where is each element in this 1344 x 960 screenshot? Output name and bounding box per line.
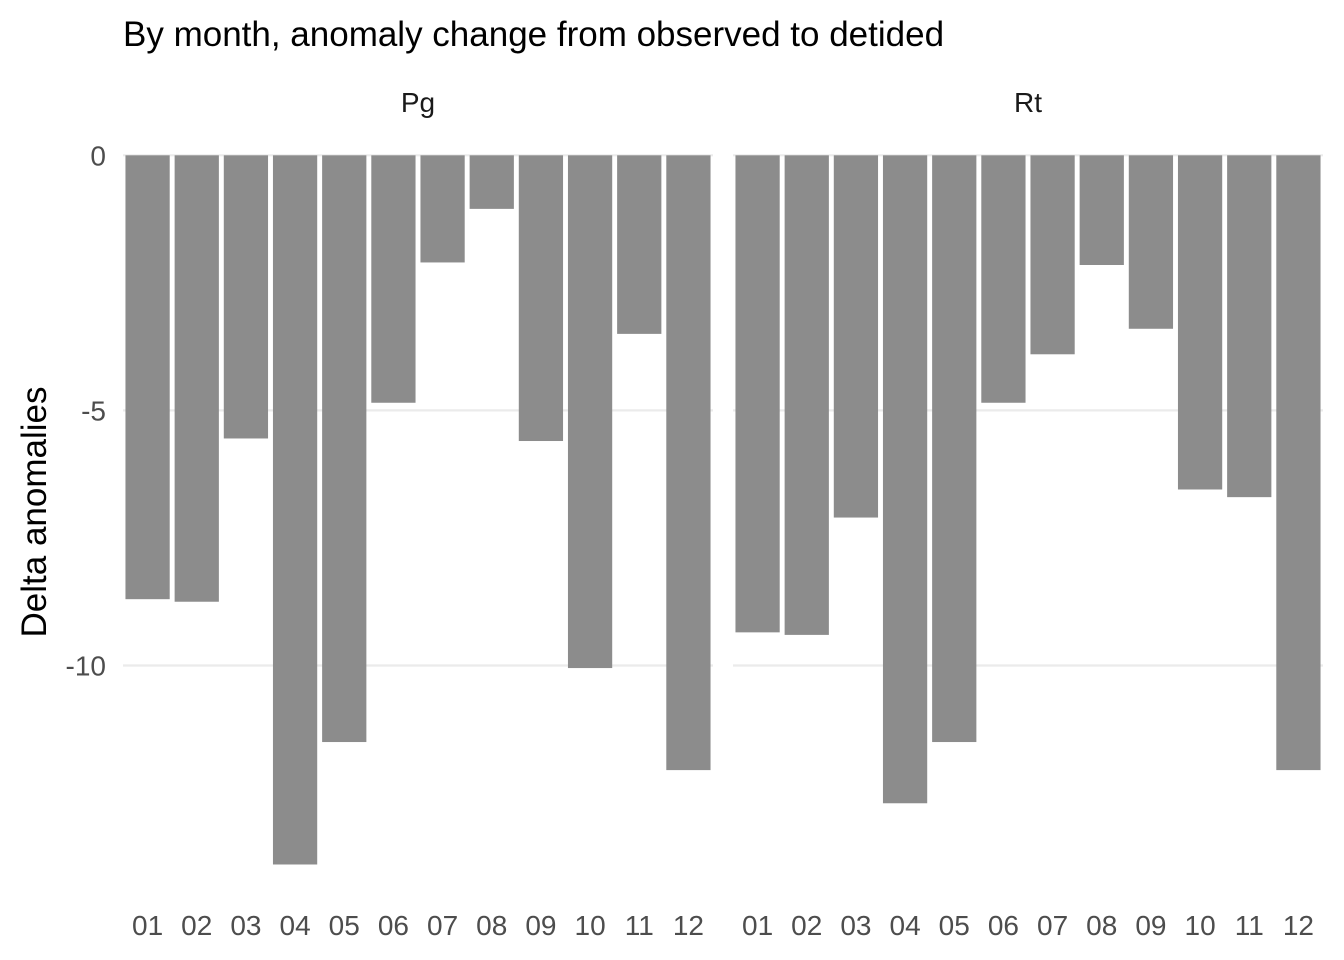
bar-rt-12 [1276, 155, 1321, 771]
facet-strip-label: Rt [1014, 87, 1042, 118]
bar-rt-02 [784, 155, 829, 635]
bar-rt-09 [1128, 155, 1174, 329]
x-tick-label: 03 [230, 910, 261, 941]
x-tick-label: 07 [427, 910, 458, 941]
bar-pg-06 [371, 155, 416, 403]
bar-rt-07 [1030, 155, 1075, 355]
x-tick-label: 01 [132, 910, 163, 941]
y-tick-label: 0 [90, 140, 106, 171]
bar-rt-03 [833, 155, 879, 518]
x-tick-label: 01 [742, 910, 773, 941]
bar-pg-07 [420, 155, 465, 263]
facet-strip-label: Pg [401, 87, 435, 118]
x-tick-label: 11 [625, 910, 654, 941]
facet-panel-pg: Pg 01 02 03 04 05 06 07 08 09 10 11 12 [123, 87, 713, 941]
bar-pg-08 [469, 155, 514, 209]
x-tick-label: 02 [181, 910, 212, 941]
x-tick-label: 09 [1135, 910, 1166, 941]
x-tick-label: 09 [525, 910, 556, 941]
x-tick-label: 06 [378, 910, 409, 941]
x-tick-label: 08 [476, 910, 507, 941]
x-tick-label: 12 [1283, 910, 1314, 941]
bar-rt-10 [1177, 155, 1223, 490]
bar-pg-02 [174, 155, 219, 602]
bar-pg-10 [567, 155, 613, 669]
x-tick-label: 06 [988, 910, 1019, 941]
x-tick-label: 07 [1037, 910, 1068, 941]
bar-rt-11 [1227, 155, 1272, 498]
y-axis-label: Delta anomalies [15, 387, 54, 638]
bar-pg-04 [272, 155, 318, 865]
bar-rt-06 [981, 155, 1026, 403]
x-tick-label: 11 [1235, 910, 1264, 941]
bar-pg-03 [223, 155, 269, 439]
x-tick-label: 03 [840, 910, 871, 941]
bar-pg-05 [322, 155, 367, 743]
chart-title: By month, anomaly change from observed t… [123, 15, 944, 54]
x-tick-label: 10 [1185, 910, 1216, 941]
bar-pg-01 [125, 155, 170, 600]
y-tick-label: -10 [66, 651, 106, 682]
bar-rt-01 [735, 155, 780, 633]
y-tick-labels: 0 -5 -10 [66, 140, 106, 681]
bar-pg-11 [617, 155, 662, 334]
facet-panel-rt: Rt 01 02 03 04 05 06 07 08 09 10 11 12 [733, 87, 1323, 941]
bar-rt-04 [882, 155, 928, 804]
x-tick-label: 05 [329, 910, 360, 941]
x-tick-label: 04 [890, 910, 921, 941]
bar-pg-12 [666, 155, 711, 771]
x-tick-label: 04 [280, 910, 311, 941]
bar-rt-05 [932, 155, 977, 743]
bar-rt-08 [1079, 155, 1124, 265]
x-tick-label: 10 [575, 910, 606, 941]
x-tick-label: 02 [791, 910, 822, 941]
y-tick-label: -5 [81, 395, 106, 426]
facet-panels: Pg 01 02 03 04 05 06 07 08 09 10 11 12 Rt 01 02 03 04 05 06… [123, 87, 1323, 941]
x-tick-label: 08 [1086, 910, 1117, 941]
x-tick-label: 12 [673, 910, 704, 941]
x-tick-label: 05 [939, 910, 970, 941]
bar-pg-09 [518, 155, 564, 442]
